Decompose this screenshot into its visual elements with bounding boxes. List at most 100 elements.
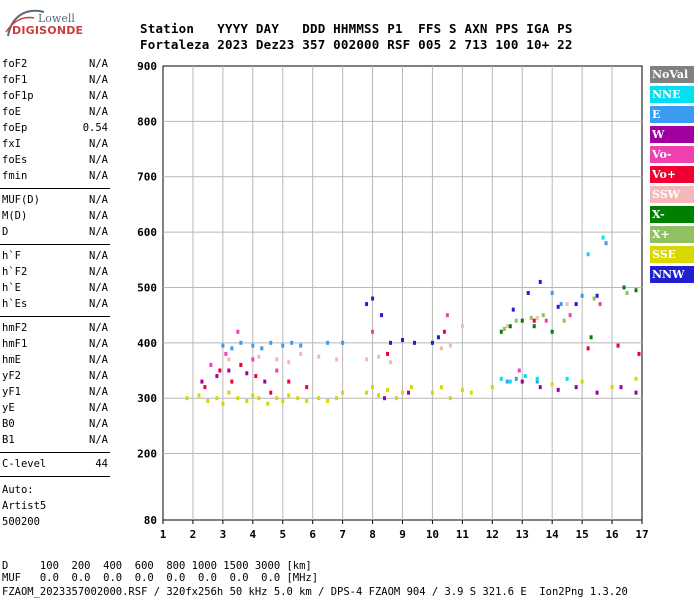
digisonde-logo [4,6,64,42]
footer-distance-line: D 100 200 400 600 800 1000 1500 3000 [km… [2,560,312,572]
param-row-group1-1: foF1 N/A [2,74,108,90]
autoscaling-info: Auto: [2,484,34,496]
header-line-values: Fortaleza 2023 Dez23 357 002000 RSF 005 … [140,37,573,52]
param-row-group1-0: foF2 N/A [2,58,108,74]
autoscaling-info: Artist5 [2,500,47,512]
data-point-ssw [389,360,393,365]
legend-item-vo: Vo+ [650,166,694,183]
param-row-group2-1: M(D) N/A [2,210,108,226]
param-name: B0 [2,418,15,430]
param-value: N/A [89,322,108,334]
data-point-nnw [538,279,542,284]
data-point-sse [287,393,291,398]
data-point-sse [634,376,638,381]
param-name: foE [2,106,21,118]
data-point-vo [544,318,548,323]
data-point-ssw [535,315,539,320]
logo-arc-icon [5,9,45,37]
data-point-x [514,318,518,323]
data-point-vo [218,368,222,373]
x-tick-label: 10 [426,528,439,541]
param-row-group4-1: hmF1 N/A [2,338,108,354]
data-point-vo [568,313,572,318]
param-row-group1-7: fmin N/A [2,170,108,186]
data-point-nnw [574,302,578,307]
param-row-group4-0: hmF2 N/A [2,322,108,338]
data-point-e [290,340,294,345]
x-tick-label: 17 [635,528,648,541]
data-point-sse [245,398,249,403]
param-value: N/A [89,418,108,430]
data-point-vo [637,351,641,356]
footer-muf-line: MUF 0.0 0.0 0.0 0.0 0.0 0.0 0.0 0.0 [MHz… [2,572,319,584]
param-value: N/A [89,194,108,206]
data-point-e [559,302,563,307]
param-separator [0,452,110,453]
param-value: N/A [89,266,108,278]
x-tick-label: 11 [456,528,470,541]
data-point-nne [499,376,503,381]
data-point-sse [610,385,614,390]
data-point-nnw [389,340,393,345]
data-point-x [622,285,626,290]
data-point-sse [377,393,381,398]
x-tick-label: 3 [220,528,227,541]
data-point-w [619,385,623,390]
data-point-vo [442,329,446,334]
param-name: foEs [2,154,28,166]
data-point-vo [532,318,536,323]
data-point-sse [335,396,339,401]
param-value: N/A [89,250,108,262]
data-point-ssw [299,351,303,356]
header-line-labels: Station YYYY DAY DDD HHMMSS P1 FFS S AXN… [140,21,573,36]
data-point-sse [275,396,279,401]
data-point-vo [445,313,449,318]
data-point-nne [535,376,539,381]
data-point-x [562,318,566,323]
data-point-x [532,324,536,329]
param-value: N/A [89,386,108,398]
autoscaling-info: 500200 [2,516,40,528]
param-separator [0,188,110,189]
data-point-vo [586,346,590,351]
param-separator [0,244,110,245]
param-name: B1 [2,434,15,446]
data-point-vo [203,385,207,390]
data-point-vo [371,329,375,334]
data-point-e [269,340,273,345]
param-name: MUF(D) [2,194,40,206]
data-point-sse [401,390,404,395]
data-point-ssw [287,360,291,365]
data-point-sse [236,396,240,401]
data-point-sse [409,385,413,390]
param-row-group3-2: h`E N/A [2,282,108,298]
data-point-sse [580,379,584,384]
data-point-w [538,385,542,390]
data-point-nnw [365,302,369,307]
data-point-ssw [257,354,261,359]
data-point-vo [517,368,521,373]
data-point-w [215,374,219,379]
data-point-nne [523,374,527,379]
param-value: N/A [89,298,108,310]
data-point-sse [439,385,443,390]
data-point-e [341,340,345,345]
data-point-sse [197,393,201,398]
y-tick-label: 500 [137,281,157,294]
data-point-w [245,371,249,376]
data-point-vo [386,351,390,356]
data-point-vo [239,362,243,367]
data-point-e [326,340,330,345]
param-value: N/A [89,370,108,382]
data-point-ssw [505,324,509,329]
data-point-w [574,385,578,390]
data-point-sse [550,382,554,387]
data-point-ssw [377,354,381,359]
param-row-group1-5: fxI N/A [2,138,108,154]
data-point-sse [257,396,261,401]
data-point-ssw [317,354,321,359]
data-point-x [550,329,554,334]
param-value: N/A [89,354,108,366]
param-row-group1-4: foEp 0.54 [2,122,108,138]
